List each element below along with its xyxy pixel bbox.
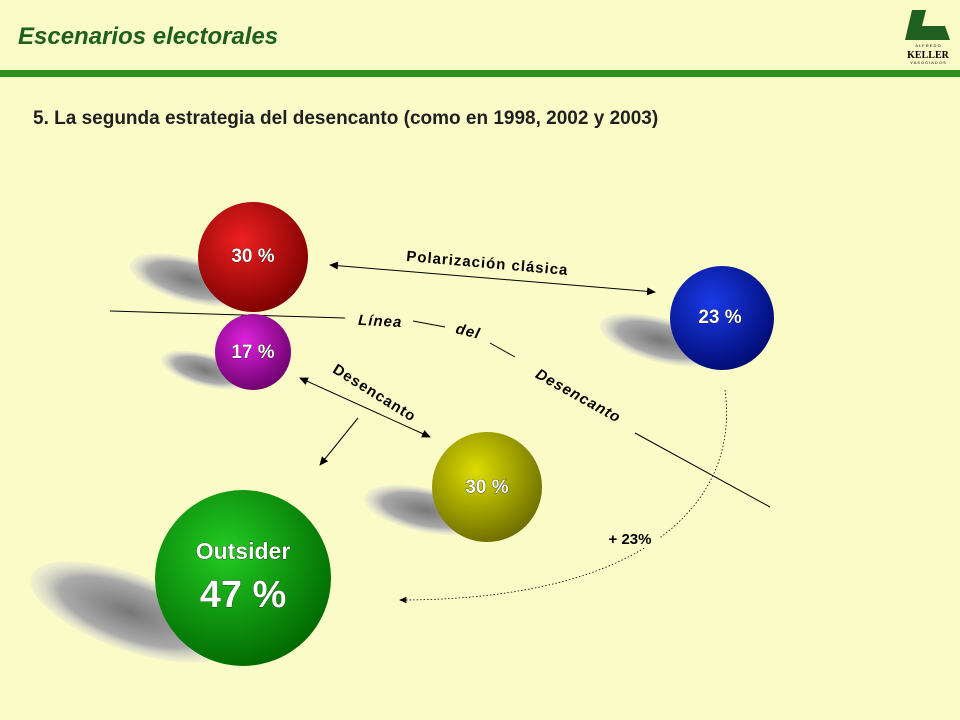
node-label: 47 % xyxy=(200,574,287,616)
line-segment xyxy=(109,310,346,319)
title: Escenarios electorales xyxy=(18,23,278,50)
subtitle: 5. La segunda estrategia del desencanto … xyxy=(33,108,658,129)
outsider-node: Outsider 47 % xyxy=(155,490,331,666)
red-node: 30 % xyxy=(198,202,308,312)
logo: A L F R E D O KELLER Y A S O C I A D O S xyxy=(905,10,950,65)
node-name: Outsider xyxy=(196,538,291,564)
purple-node: 17 % xyxy=(215,314,291,390)
logo-name: KELLER xyxy=(907,50,949,61)
node-label: 17 % xyxy=(231,342,274,363)
label-bg xyxy=(598,528,660,548)
blue-node: 23 % xyxy=(670,266,774,370)
transfer-arrow xyxy=(399,389,727,604)
node-label: 23 % xyxy=(698,307,741,328)
logo-top: A L F R E D O xyxy=(915,43,940,48)
transfer-label: + 23% xyxy=(609,531,652,548)
disenchantment-arrow xyxy=(299,377,431,438)
yellow-node: 30 % xyxy=(432,432,542,542)
line-label: del xyxy=(454,320,482,342)
node-label: 30 % xyxy=(231,246,274,267)
node-label: 30 % xyxy=(465,477,508,498)
line-label: Línea xyxy=(358,312,403,331)
polarization-arrow xyxy=(329,261,656,296)
header-bar xyxy=(0,70,960,77)
outsider-arrow xyxy=(319,417,359,466)
logo-bottom: Y A S O C I A D O S xyxy=(910,60,946,65)
